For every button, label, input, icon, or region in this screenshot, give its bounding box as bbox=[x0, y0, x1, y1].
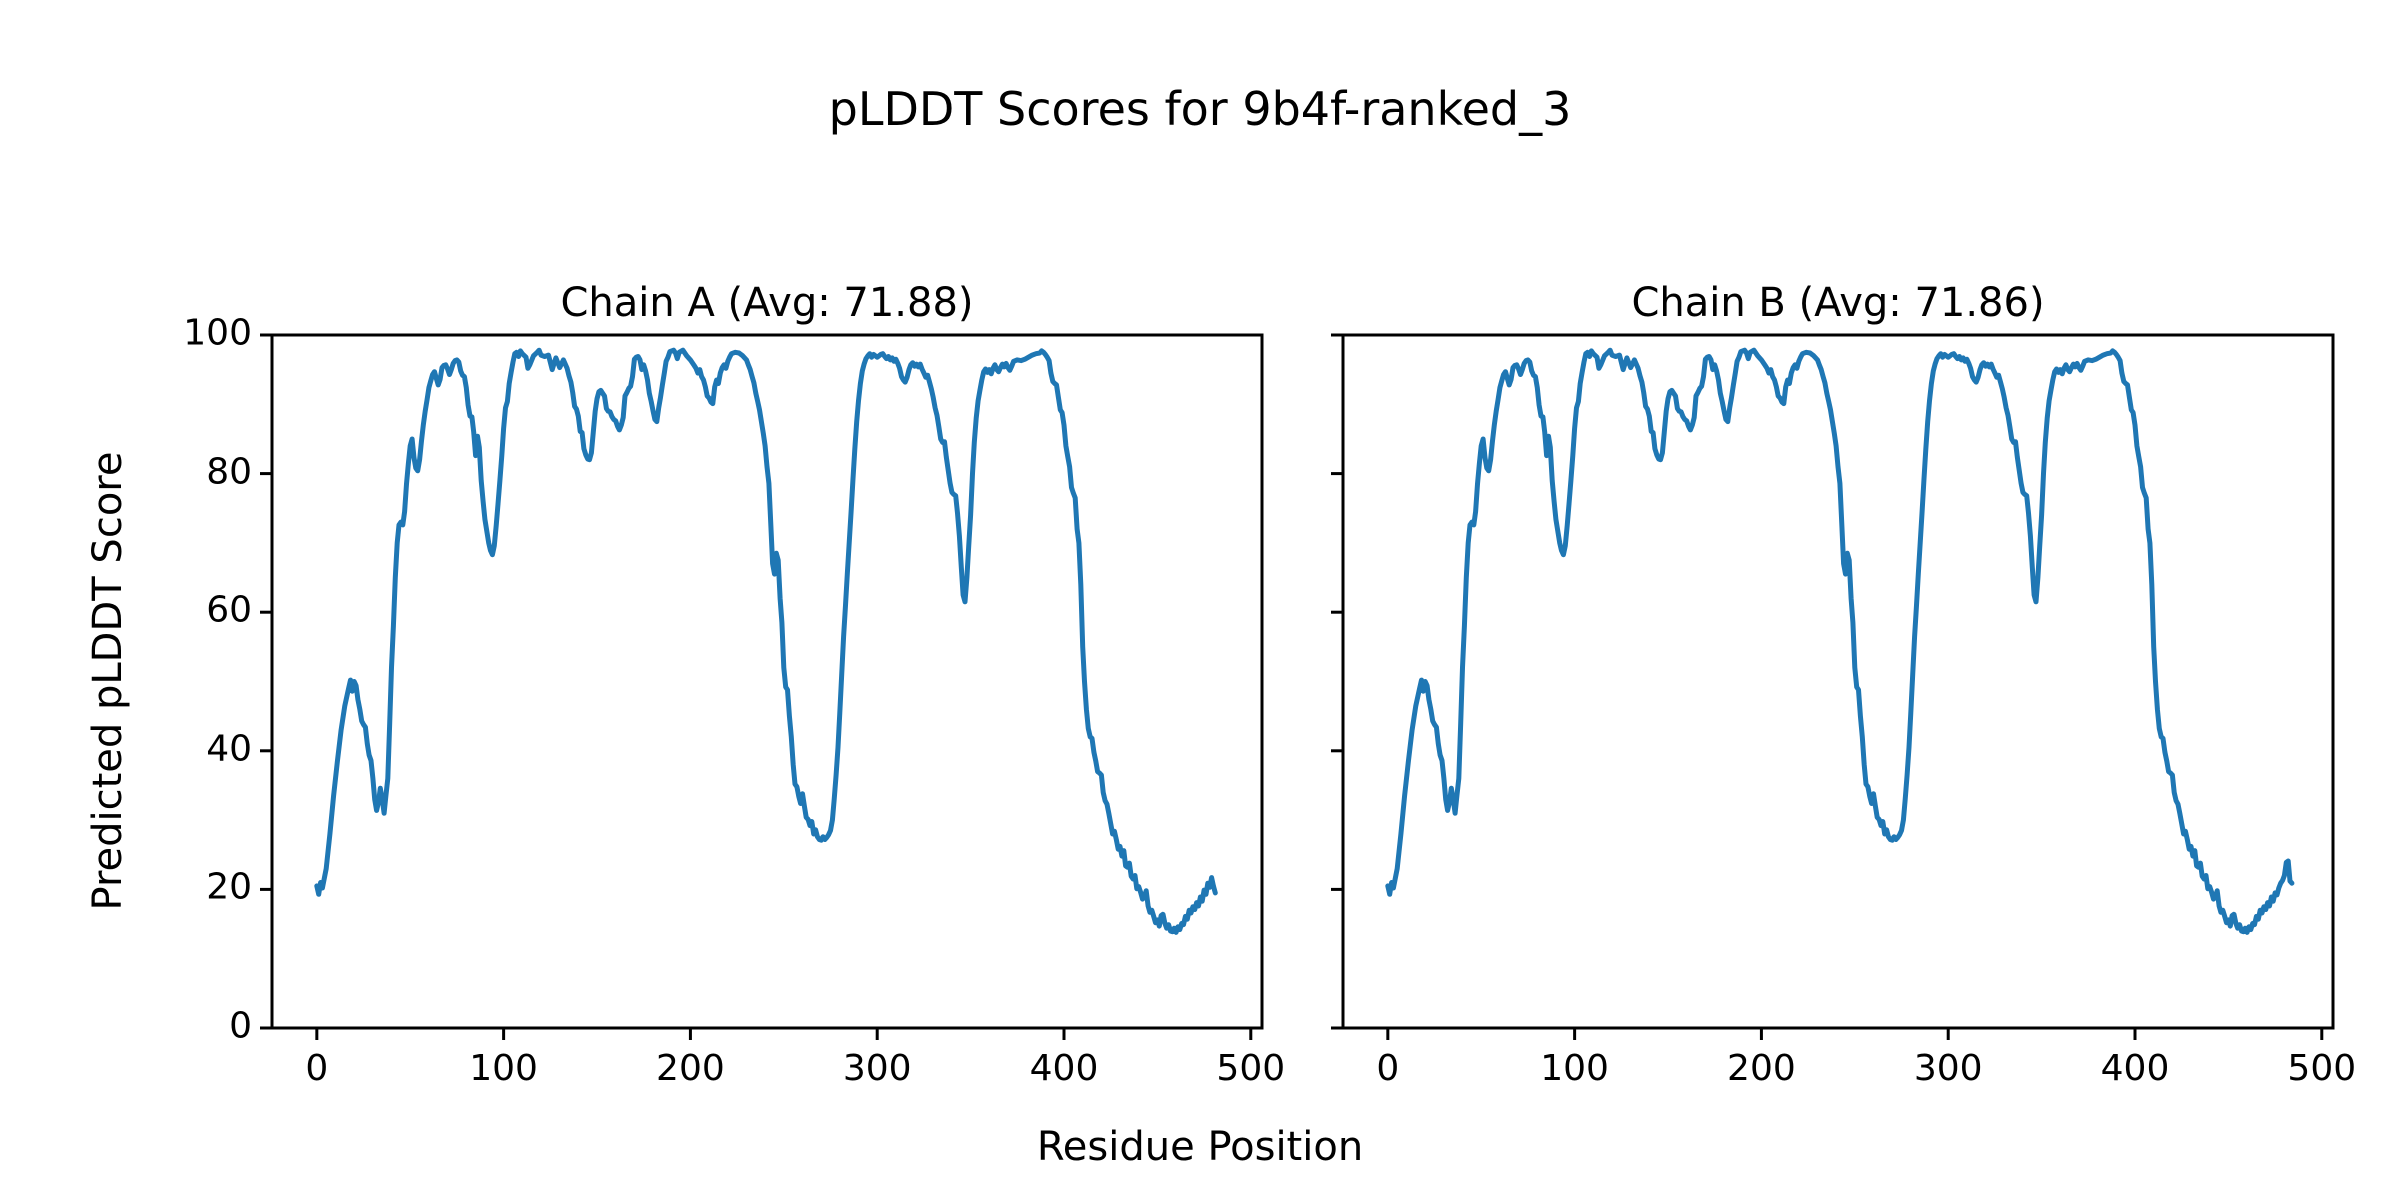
x-tick-label: 300 bbox=[1913, 1048, 1983, 1089]
x-tick-label: 500 bbox=[2287, 1048, 2357, 1089]
plot-area-chain-a bbox=[270, 333, 1264, 1030]
x-tick-label: 400 bbox=[2100, 1048, 2170, 1089]
x-tick-label: 100 bbox=[469, 1048, 538, 1089]
plddt-line-chain-a bbox=[314, 347, 1218, 935]
x-tick-label: 0 bbox=[1376, 1048, 1400, 1089]
y-tick-label: 100 bbox=[183, 312, 252, 354]
subplot-title-chain-b: Chain B (Avg: 71.86) bbox=[1631, 280, 2045, 326]
x-tick-label: 200 bbox=[656, 1048, 725, 1089]
figure-title: pLDDT Scores for 9b4f-ranked_3 bbox=[828, 82, 1572, 136]
x-axis-label: Residue Position bbox=[1036, 1124, 1364, 1170]
x-tick-label: 200 bbox=[1727, 1048, 1796, 1089]
y-tick-label: 80 bbox=[206, 451, 252, 493]
subplot-title-chain-a: Chain A (Avg: 71.88) bbox=[560, 280, 974, 326]
x-tick-label: 500 bbox=[1216, 1048, 1286, 1089]
y-axis-label: Predicted pLDDT Score bbox=[85, 451, 131, 911]
x-tick-label: 300 bbox=[842, 1048, 912, 1089]
x-tick-label: 100 bbox=[1540, 1048, 1609, 1089]
y-tick-label: 20 bbox=[206, 866, 252, 908]
plddt-line-chain-b bbox=[1385, 347, 2295, 935]
x-tick-label: 400 bbox=[1029, 1048, 1099, 1089]
plot-area-chain-b bbox=[1341, 333, 2335, 1030]
y-tick-label: 40 bbox=[206, 728, 252, 770]
y-tick-label: 60 bbox=[206, 589, 252, 631]
x-tick-label: 0 bbox=[305, 1048, 329, 1089]
y-tick-label: 0 bbox=[229, 1005, 252, 1047]
